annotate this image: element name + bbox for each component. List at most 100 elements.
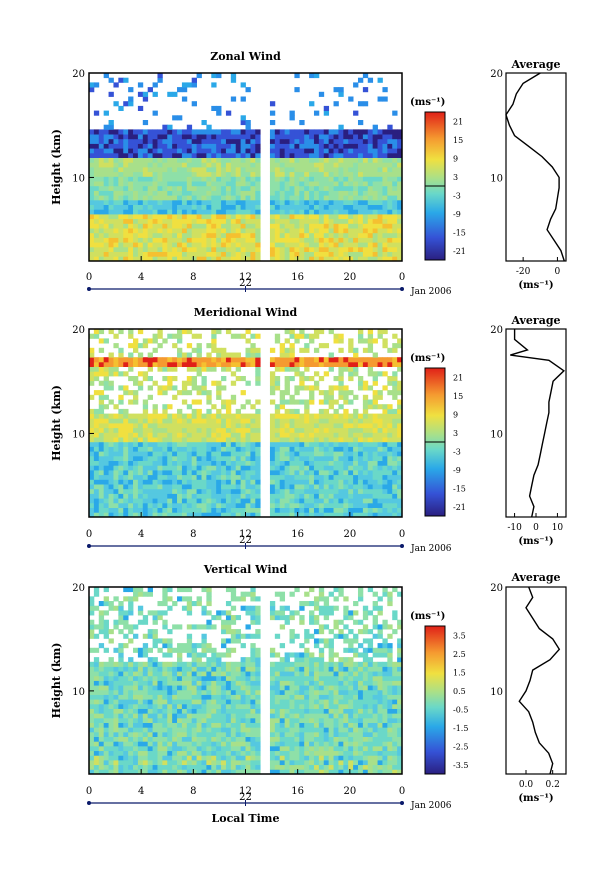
- heatmap-cell: [304, 256, 310, 262]
- heatmap-cell: [294, 694, 300, 700]
- heatmap-cell: [328, 129, 334, 135]
- heatmap-cell: [118, 465, 124, 471]
- heatmap-cell: [255, 727, 261, 733]
- heatmap-cell: [313, 465, 320, 471]
- heatmap-cell: [211, 143, 217, 149]
- heatmap-cell: [211, 82, 217, 88]
- heatmap-cell: [382, 338, 388, 344]
- heatmap-cell: [128, 134, 134, 140]
- heatmap-cell: [289, 343, 295, 349]
- heatmap-cell: [157, 329, 163, 335]
- heatmap-cell: [328, 493, 334, 499]
- heatmap-cell: [93, 432, 100, 438]
- heatmap-cell: [240, 474, 246, 480]
- heatmap-cell: [137, 437, 144, 443]
- heatmap-cell: [147, 708, 153, 714]
- heatmap-cell: [284, 176, 290, 182]
- heatmap-cell: [367, 708, 374, 714]
- heatmap-cell: [387, 209, 393, 215]
- heatmap-cell: [113, 138, 119, 144]
- heatmap-cell: [221, 498, 227, 504]
- heatmap-cell: [225, 689, 232, 695]
- heatmap-cell: [255, 237, 261, 243]
- heatmap-cell: [152, 143, 158, 149]
- heatmap-cell: [367, 190, 374, 196]
- heatmap-cell: [172, 465, 178, 471]
- heatmap-cell: [230, 357, 237, 363]
- heatmap-cell: [89, 214, 95, 220]
- heatmap-cell: [103, 764, 109, 770]
- heatmap-cell: [206, 418, 212, 424]
- heatmap-cell: [362, 399, 369, 405]
- heatmap-cell: [147, 157, 153, 163]
- heatmap-cell: [245, 441, 251, 447]
- heatmap-cell: [216, 474, 222, 480]
- heatmap-cell: [118, 223, 124, 229]
- heatmap-cell: [191, 423, 197, 429]
- heatmap-cell: [157, 736, 163, 742]
- heatmap-cell: [397, 176, 403, 182]
- heatmap-cell: [89, 143, 95, 149]
- heatmap-cell: [181, 232, 188, 238]
- heatmap-cell: [152, 218, 158, 224]
- heatmap-cell: [162, 209, 168, 215]
- heatmap-cell: [348, 418, 354, 424]
- heatmap-cell: [113, 152, 119, 158]
- heatmap-cell: [142, 232, 149, 238]
- heatmap-cell: [225, 246, 232, 252]
- heatmap-cell: [221, 451, 227, 457]
- heatmap-cell: [211, 418, 217, 424]
- heatmap-cell: [387, 176, 393, 182]
- heatmap-cell: [108, 152, 114, 158]
- heatmap-cell: [172, 502, 178, 508]
- heatmap-cell: [142, 498, 149, 504]
- heatmap-cell: [113, 727, 119, 733]
- heatmap-cell: [167, 171, 173, 177]
- heatmap-cell: [113, 134, 119, 140]
- heatmap-cell: [392, 157, 398, 163]
- heatmap-cell: [216, 722, 222, 728]
- heatmap-cell: [181, 498, 188, 504]
- heatmap-cell: [245, 694, 251, 700]
- heatmap-cell: [177, 699, 183, 705]
- heatmap-cell: [211, 223, 217, 229]
- heatmap-cell: [392, 333, 398, 339]
- heatmap-cell: [221, 479, 227, 485]
- heatmap-cell: [333, 498, 339, 504]
- heatmap-cell: [221, 232, 227, 238]
- heatmap-cell: [343, 769, 349, 775]
- heatmap-cell: [318, 694, 325, 700]
- heatmap-cell: [191, 129, 197, 135]
- heatmap-cell: [162, 361, 168, 367]
- heatmap-cell: [318, 493, 325, 499]
- heatmap-cell: [348, 237, 354, 243]
- heatmap-cell: [152, 488, 158, 494]
- heatmap-cell: [235, 176, 242, 182]
- heatmap-cell: [172, 242, 178, 248]
- heatmap-cell: [157, 423, 163, 429]
- heatmap-cell: [89, 195, 95, 201]
- heatmap-cell: [357, 722, 364, 728]
- heatmap-cell: [357, 750, 364, 756]
- heatmap-cell: [372, 143, 378, 149]
- heatmap-cell: [157, 498, 163, 504]
- heatmap-cell: [392, 390, 398, 396]
- heatmap-cell: [353, 134, 359, 140]
- heatmap-cell: [118, 441, 124, 447]
- heatmap-cell: [108, 427, 114, 433]
- heatmap-cell: [225, 446, 232, 452]
- heatmap-cell: [206, 394, 212, 400]
- heatmap-cell: [167, 764, 173, 770]
- heatmap-cell: [103, 73, 109, 79]
- heatmap-cell: [377, 223, 383, 229]
- heatmap-cell: [377, 246, 383, 252]
- heatmap-cell: [201, 694, 207, 700]
- heatmap-cell: [133, 479, 139, 485]
- heatmap-cell: [397, 507, 403, 513]
- heatmap-cell: [245, 455, 251, 461]
- heatmap-cell: [318, 185, 325, 191]
- heatmap-cell: [269, 722, 276, 728]
- heatmap-cell: [304, 708, 310, 714]
- heatmap-cell: [250, 418, 256, 424]
